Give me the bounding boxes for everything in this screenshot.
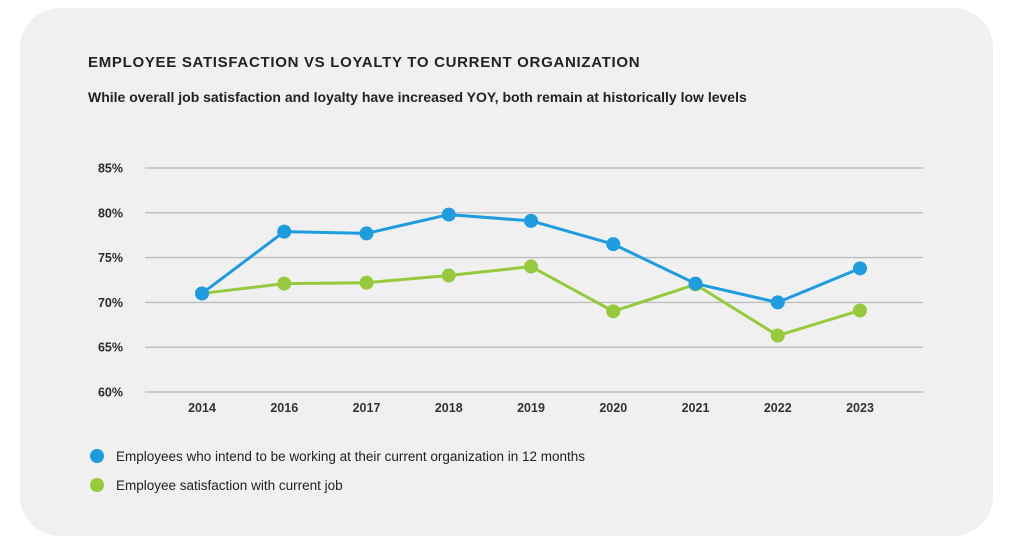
x-tick-label: 2014	[188, 401, 216, 415]
data-point-1-2018	[441, 268, 456, 283]
data-point-1-2023	[853, 303, 867, 318]
data-point-0-2023	[853, 261, 867, 276]
x-tick-label: 2016	[270, 401, 298, 415]
x-tick-label: 2017	[353, 401, 381, 415]
chart-subtitle: While overall job satisfaction and loyal…	[88, 89, 747, 105]
data-point-1-2017	[359, 275, 374, 290]
data-point-1-2022	[770, 328, 785, 343]
data-point-0-2017	[359, 226, 374, 241]
data-point-0-2022	[770, 295, 785, 310]
legend-item-loyalty: Employees who intend to be working at th…	[90, 446, 585, 466]
legend-dot-satisfaction-icon	[90, 478, 104, 492]
x-tick-label: 2020	[599, 401, 627, 415]
x-tick-label: 2022	[764, 401, 792, 415]
data-point-0-2014	[195, 286, 209, 301]
data-point-0-2021	[688, 276, 703, 291]
legend-dot-loyalty-icon	[90, 449, 104, 463]
data-point-1-2016	[277, 276, 292, 291]
series-line-1	[200, 265, 862, 338]
data-point-1-2019	[524, 259, 538, 274]
y-tick-label: 75%	[98, 251, 123, 265]
y-tick-label: 85%	[98, 162, 123, 176]
x-tick-label: 2019	[517, 401, 545, 415]
x-tick-label: 2021	[682, 401, 710, 415]
data-point-1-2020	[606, 304, 621, 319]
chart-title: EMPLOYEE SATISFACTION VS LOYALTY TO CURR…	[88, 54, 641, 71]
x-tick-label: 2023	[846, 401, 874, 415]
legend-label-satisfaction: Employee satisfaction with current job	[116, 477, 343, 493]
chart-card: EMPLOYEE SATISFACTION VS LOYALTY TO CURR…	[20, 8, 993, 536]
line-chart: 85% 80% 75% 70% 65% 60% 2014 2016 2017 2018 2019 20…	[98, 162, 923, 415]
y-tick-label: 70%	[98, 296, 123, 310]
legend-label-loyalty: Employees who intend to be working at th…	[116, 448, 586, 464]
y-tick-label: 65%	[98, 341, 123, 355]
data-point-0-2018	[441, 207, 456, 222]
chart-legend: Employees who intend to be working at th…	[90, 446, 585, 495]
data-point-0-2016	[277, 224, 292, 239]
y-tick-label: 80%	[98, 206, 123, 220]
data-point-0-2020	[606, 237, 621, 252]
y-tick-label: 60%	[98, 386, 123, 400]
data-point-0-2019	[524, 213, 538, 228]
x-tick-label: 2018	[435, 401, 463, 415]
legend-item-satisfaction: Employee satisfaction with current job	[90, 475, 585, 495]
